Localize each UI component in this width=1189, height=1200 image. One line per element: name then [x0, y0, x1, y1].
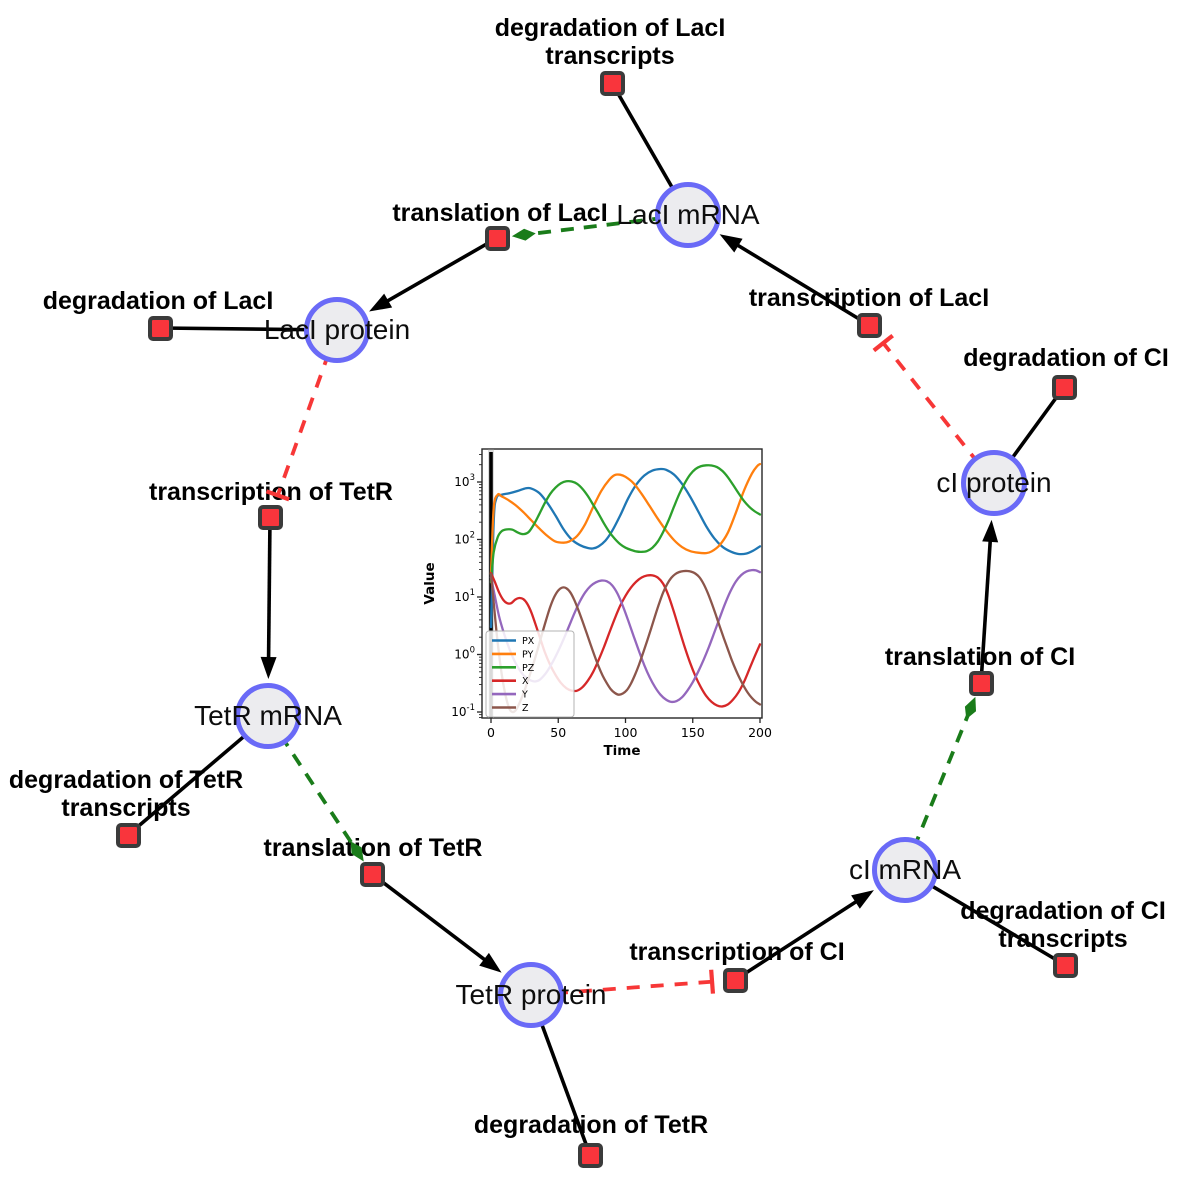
x-tick-label: 200 [748, 725, 772, 740]
species-label-laci-protein: LacI protein [263, 314, 411, 345]
legend-box [485, 630, 575, 718]
species-node-ci-protein [961, 450, 1027, 516]
legend-label-PX: PX [522, 636, 535, 647]
reaction-node-deg-laci-transcripts [599, 70, 625, 96]
species-node-tetr-protein [498, 962, 564, 1028]
reaction-label-deg-ci: degradation of CI [963, 344, 1169, 372]
reaction-label-deg-laci-transcripts: degradation of LacI transcripts [494, 14, 726, 70]
y-tick-label: 100 [454, 646, 475, 662]
legend-label-Z: Z [522, 703, 529, 714]
y-axis-title: Value [422, 562, 438, 604]
legend-label-Y: Y [521, 690, 528, 701]
reaction-node-translation-laci [484, 225, 510, 251]
species-node-ci-mrna [872, 837, 938, 903]
legend-label-PZ: PZ [522, 663, 535, 674]
y-tick-label: 103 [454, 473, 475, 489]
x-tick-label: 50 [550, 725, 566, 740]
species-node-laci-mrna [655, 182, 721, 248]
reaction-node-translation-tetr [359, 861, 385, 887]
legend-label-X: X [522, 676, 529, 687]
x-axis-title: Time [603, 743, 640, 759]
reaction-node-deg-tetr-transcripts [115, 822, 141, 848]
species-label-laci-mrna: LacI mRNA [616, 199, 760, 230]
reaction-label-deg-laci: degradation of LacI [42, 287, 274, 315]
species-label-ci-mrna: cI mRNA [849, 854, 961, 885]
reaction-node-translation-ci [968, 670, 994, 696]
y-tick-label: 10-1 [451, 703, 475, 719]
reaction-node-deg-tetr [577, 1142, 603, 1168]
reaction-node-deg-ci-transcripts [1052, 952, 1078, 978]
series-line-PX [489, 467, 762, 629]
x-tick-label: 0 [487, 725, 495, 740]
x-tick-label: 100 [614, 725, 638, 740]
series-line-PZ [489, 464, 762, 584]
reaction-node-transcription-tetr [257, 504, 283, 530]
timeseries-plot: 103 102 101 100 10-1 0 50 100 150 200 Time Value PX P… [422, 448, 772, 759]
reaction-node-transcription-laci [856, 312, 882, 338]
species-node-tetr-mrna [235, 683, 301, 749]
reaction-node-deg-laci [147, 315, 173, 341]
x-tick-label: 150 [681, 725, 705, 740]
reaction-node-transcription-ci [722, 967, 748, 993]
series-line-PY [489, 462, 762, 576]
legend-label-PY: PY [522, 649, 534, 660]
reaction-node-deg-ci [1051, 374, 1077, 400]
species-label-tetr-protein: TetR protein [455, 979, 607, 1010]
species-label-tetr-mrna: TetR mRNA [194, 700, 342, 731]
species-label-ci-protein: cI protein [936, 467, 1052, 498]
timeseries-inset-chart: 103 102 101 100 10-1 0 50 100 150 200 Time Value PX P… [420, 433, 788, 767]
y-tick-label: 101 [454, 588, 475, 604]
y-tick-label: 102 [454, 531, 475, 547]
species-node-laci-protein [304, 297, 370, 363]
series-line-X [489, 571, 762, 708]
